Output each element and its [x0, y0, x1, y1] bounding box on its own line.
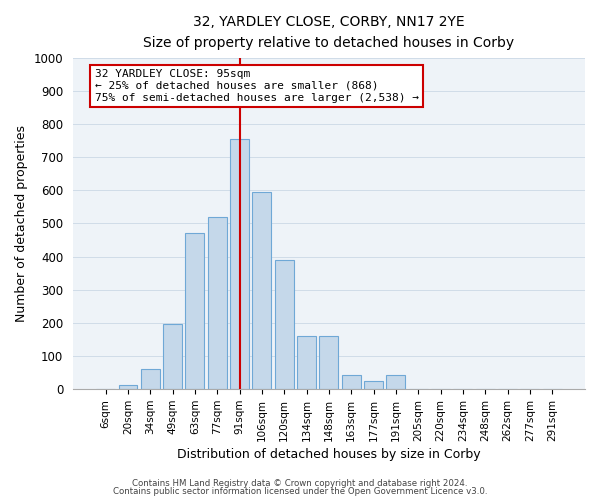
Text: Contains HM Land Registry data © Crown copyright and database right 2024.: Contains HM Land Registry data © Crown c… [132, 478, 468, 488]
Bar [297, 336, 316, 389]
Bar [275, 260, 294, 389]
Bar [364, 381, 383, 389]
Y-axis label: Number of detached properties: Number of detached properties [15, 125, 28, 322]
Text: Contains public sector information licensed under the Open Government Licence v3: Contains public sector information licen… [113, 487, 487, 496]
Bar [163, 324, 182, 389]
Bar [185, 234, 205, 389]
Bar [230, 139, 249, 389]
Title: 32, YARDLEY CLOSE, CORBY, NN17 2YE
Size of property relative to detached houses : 32, YARDLEY CLOSE, CORBY, NN17 2YE Size … [143, 15, 515, 50]
Bar [208, 217, 227, 389]
Text: 32 YARDLEY CLOSE: 95sqm
← 25% of detached houses are smaller (868)
75% of semi-d: 32 YARDLEY CLOSE: 95sqm ← 25% of detache… [95, 70, 419, 102]
Bar [141, 368, 160, 389]
X-axis label: Distribution of detached houses by size in Corby: Distribution of detached houses by size … [177, 448, 481, 461]
Bar [119, 385, 137, 389]
Bar [319, 336, 338, 389]
Bar [342, 376, 361, 389]
Bar [253, 192, 271, 389]
Bar [386, 375, 406, 389]
